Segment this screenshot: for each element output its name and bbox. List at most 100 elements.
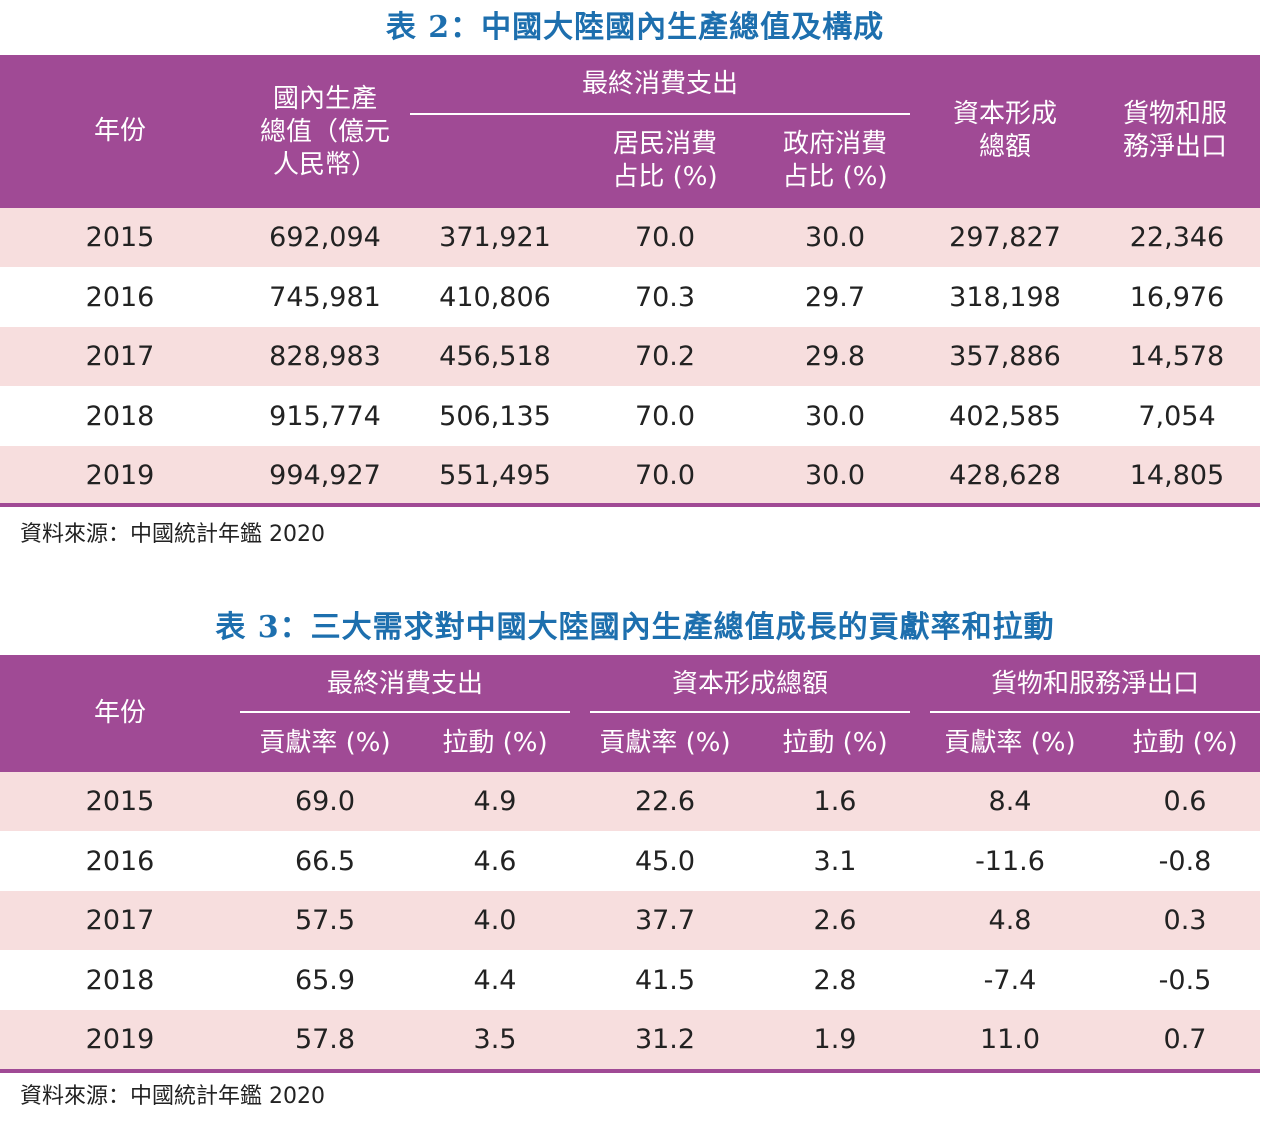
- value-cell: 66.5: [294, 845, 356, 877]
- value-cell: 410,806: [439, 281, 551, 313]
- value-cell: 70.0: [634, 222, 696, 253]
- table-row: 2018 915,774 506,135 70.0 30.0 402,585 7,054: [0, 386, 1260, 446]
- value-cell: 3.1: [813, 845, 857, 877]
- value-cell: 70.3: [634, 281, 696, 313]
- value-cell: 456,518: [439, 341, 551, 373]
- value-cell: 14,578: [1129, 341, 1225, 373]
- year-cell: 2019: [85, 460, 155, 492]
- value-cell: -11.6: [975, 845, 1045, 877]
- value-cell: 1.6: [813, 786, 857, 817]
- table-row: 2019 994,927 551,495 70.0 30.0 428,628 14,805: [0, 446, 1260, 506]
- value-cell: 297,827: [949, 222, 1061, 253]
- value-cell: 30.0: [804, 222, 866, 253]
- header-household-line2: 占比 (%): [612, 162, 718, 192]
- value-cell: 16,976: [1129, 281, 1225, 313]
- table-row: 2015 692,094 371,921 70.0 30.0 297,827 22,346: [0, 208, 1260, 267]
- table3-source: 資料來源：中國統計年鑑 2020: [20, 1084, 325, 1109]
- value-cell: 994,927: [269, 460, 381, 492]
- header-group-consumption: 最終消費支出: [326, 669, 483, 699]
- value-cell: 4.4: [473, 964, 517, 996]
- value-cell: 29.7: [804, 281, 866, 313]
- value-cell: 8.4: [988, 786, 1032, 817]
- value-cell: 551,495: [439, 460, 551, 492]
- header-capital-line1: 資本形成: [952, 99, 1057, 129]
- value-cell: 70.2: [634, 341, 696, 373]
- value-cell: 0.7: [1163, 1024, 1207, 1056]
- table-row: 2016 745,981 410,806 70.3 29.7 318,198 16,976: [0, 267, 1260, 327]
- header-consumption-rule: [410, 113, 910, 115]
- year-cell: 2015: [85, 786, 155, 817]
- header-group-consumption-rule: [240, 711, 570, 713]
- value-cell: 14,805: [1129, 460, 1225, 492]
- year-cell: 2017: [85, 341, 155, 373]
- value-cell: 45.0: [634, 845, 696, 877]
- header-government-line2: 占比 (%): [782, 162, 888, 192]
- value-cell: 745,981: [269, 281, 381, 313]
- header-household-line1: 居民消費: [612, 129, 717, 159]
- table2-source: 資料來源：中國統計年鑑 2020: [20, 522, 325, 547]
- header-contribution-2: 貢獻率 (%): [599, 728, 731, 758]
- value-cell: 1.9: [813, 1024, 857, 1056]
- header-consumption: 最終消費支出: [581, 69, 738, 99]
- year-cell: 2015: [85, 222, 155, 253]
- header-government-line1: 政府消費: [782, 129, 887, 159]
- header-capital-line2: 總額: [978, 132, 1031, 162]
- year-cell: 2017: [85, 905, 155, 937]
- table-row: 2016 66.5 4.6 45.0 3.1 -11.6 -0.8: [0, 831, 1260, 891]
- value-cell: 428,628: [949, 460, 1061, 492]
- table3-title: 表 3：三大需求對中國大陸國內生產總值成長的貢獻率和拉動: [215, 610, 1055, 645]
- value-cell: 4.9: [473, 786, 517, 817]
- header-pull-3: 拉動 (%): [1132, 728, 1238, 758]
- table-row: 2017 828,983 456,518 70.2 29.8 357,886 14,578: [0, 327, 1260, 387]
- value-cell: 318,198: [949, 281, 1061, 313]
- value-cell: 506,135: [439, 400, 551, 432]
- header-contribution-3: 貢獻率 (%): [944, 728, 1076, 758]
- value-cell: 4.8: [988, 905, 1032, 937]
- year-cell: 2016: [85, 845, 155, 877]
- value-cell: 3.5: [473, 1024, 517, 1056]
- value-cell: 692,094: [269, 222, 381, 253]
- header-contribution-1: 貢獻率 (%): [259, 728, 391, 758]
- year-cell: 2019: [85, 1024, 155, 1056]
- header-gdp-line2: 總值（億元: [259, 117, 390, 147]
- header-group-netexport-rule: [930, 711, 1260, 713]
- value-cell: 828,983: [269, 341, 381, 373]
- value-cell: 70.0: [634, 460, 696, 492]
- value-cell: 2.6: [813, 905, 857, 937]
- value-cell: 4.0: [473, 905, 517, 937]
- header-pull-2: 拉動 (%): [782, 728, 888, 758]
- value-cell: 57.8: [294, 1024, 356, 1056]
- table-row: 2015 69.0 4.9 22.6 1.6 8.4 0.6: [0, 772, 1260, 831]
- value-cell: 70.0: [634, 400, 696, 432]
- value-cell: 11.0: [979, 1024, 1041, 1056]
- year-cell: 2018: [85, 964, 155, 996]
- value-cell: 402,585: [949, 400, 1061, 432]
- header-group-capital: 資本形成總額: [671, 669, 828, 699]
- value-cell: 0.3: [1163, 905, 1207, 937]
- value-cell: 2.8: [813, 964, 857, 996]
- table2-header: 年份 國內生產 總值（億元 人民幣） 最終消費支出 居民消費 占比 (%) 政府…: [0, 55, 1260, 208]
- value-cell: 69.0: [294, 786, 356, 817]
- table3-bottom-rule: [0, 1069, 1260, 1073]
- value-cell: 915,774: [269, 400, 381, 432]
- value-cell: 371,921: [439, 222, 551, 253]
- value-cell: 4.6: [473, 845, 517, 877]
- value-cell: 0.6: [1163, 786, 1207, 817]
- value-cell: 22,346: [1129, 222, 1225, 253]
- table3-header: 年份 最終消費支出 資本形成總額 貨物和服務淨出口 貢獻率 (%) 拉動 (%)…: [0, 655, 1260, 772]
- table-row: 2018 65.9 4.4 41.5 2.8 -7.4 -0.5: [0, 950, 1260, 1010]
- value-cell: -0.5: [1158, 964, 1212, 996]
- value-cell: 57.5: [294, 905, 356, 937]
- table2-bottom-rule: [0, 503, 1260, 507]
- year-cell: 2018: [85, 400, 155, 432]
- value-cell: 357,886: [949, 341, 1061, 373]
- value-cell: 22.6: [634, 786, 696, 817]
- value-cell: 41.5: [634, 964, 696, 996]
- value-cell: 7,054: [1138, 400, 1216, 432]
- header-gdp-line3: 人民幣）: [272, 150, 377, 180]
- value-cell: 30.0: [804, 400, 866, 432]
- value-cell: 65.9: [294, 964, 356, 996]
- header-group-netexport: 貨物和服務淨出口: [990, 669, 1199, 699]
- header-gdp-line1: 國內生產: [272, 84, 377, 114]
- value-cell: 31.2: [634, 1024, 696, 1056]
